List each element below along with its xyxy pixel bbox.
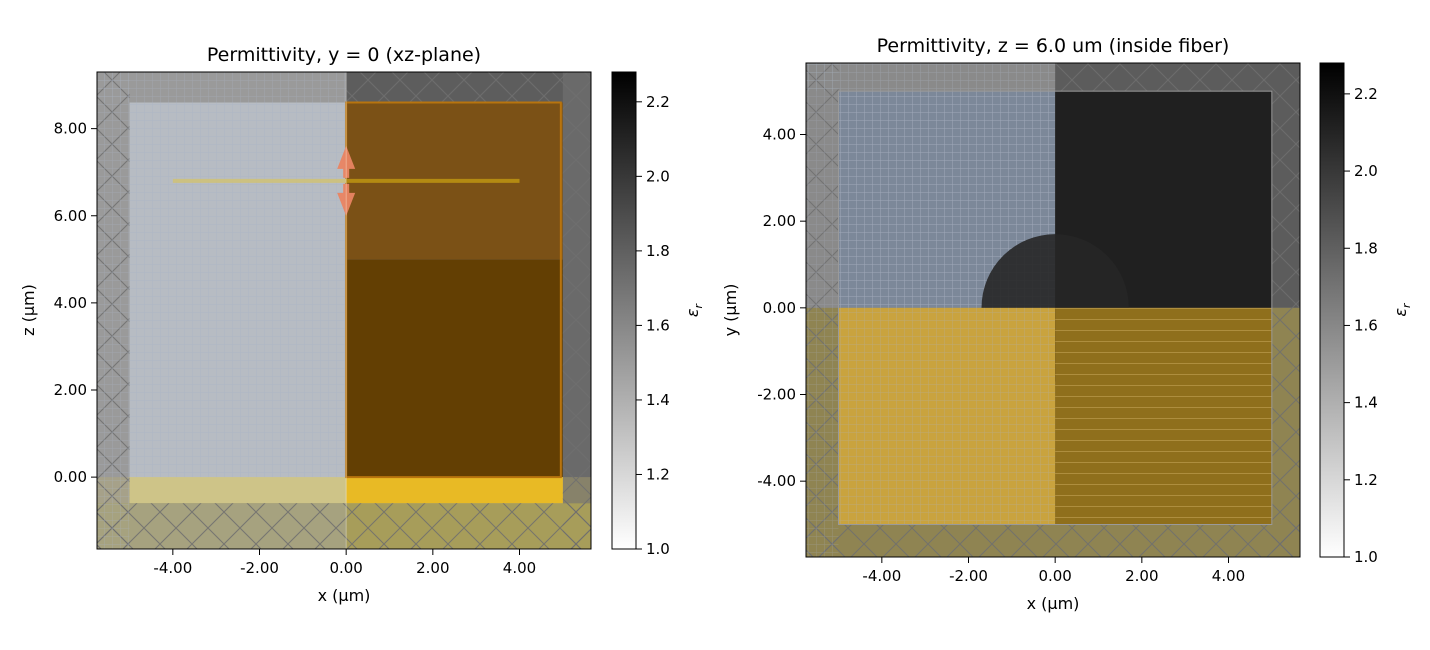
mesh-grid (129, 102, 347, 504)
x-tick-label: -2.00 (949, 567, 988, 585)
mesh-lines (1055, 307, 1272, 525)
x-tick-label: 2.00 (416, 559, 449, 577)
mesh-grid (838, 307, 1056, 525)
colorbar-tick-label: 1.0 (1354, 548, 1378, 566)
fiber-core-region (346, 259, 563, 478)
colorbar-tick-label: 1.4 (646, 391, 670, 409)
x-tick-label: 4.00 (1212, 567, 1245, 585)
pml-hatch (97, 503, 591, 549)
mesh-grid (806, 63, 1056, 92)
colorbar: 1.0 1.2 1.4 1.6 1.8 2.0 2.2 εr (1319, 62, 1413, 566)
substrate-region (129, 477, 347, 504)
colorbar-tick-label: 1.4 (1354, 394, 1378, 412)
fiber-region (1055, 91, 1272, 308)
x-axis-label: x (μm) (318, 586, 371, 605)
y-tick-label: 6.00 (54, 207, 87, 225)
y-tick-label: 0.00 (763, 299, 796, 317)
y-tick-label: 2.00 (54, 381, 87, 399)
fiber-outline (345, 101, 562, 479)
source-arrow-down (337, 183, 356, 216)
colorbar-tick-label: 1.8 (1354, 239, 1378, 257)
panel-xy-plane: Permittivity, z = 6.0 um (inside fiber) … (721, 35, 1413, 613)
y-tick-label: -2.00 (757, 386, 796, 404)
y-tick-label: -4.00 (757, 472, 796, 490)
y-tick-label: 4.00 (763, 126, 796, 144)
colorbar-tick-label: 1.6 (646, 316, 670, 334)
x-tick-label: -2.00 (240, 559, 279, 577)
pml-hatch (1055, 63, 1272, 92)
colorbar-tick-label: 1.8 (646, 242, 670, 260)
pml-hatch (346, 72, 591, 103)
colorbar-gradient (611, 71, 637, 550)
colorbar-tick-label: 1.0 (646, 540, 670, 558)
colorbar-label: εr (1391, 302, 1413, 317)
axes-frame (805, 62, 1301, 558)
substrate-region (346, 477, 563, 504)
x-tick-label: 0.00 (1038, 567, 1071, 585)
chart-title: Permittivity, z = 6.0 um (inside fiber) (877, 35, 1230, 57)
x-tick-label: 2.00 (1125, 567, 1158, 585)
colorbar-tick-label: 2.0 (1354, 162, 1378, 180)
colorbar-tick-label: 1.6 (1354, 316, 1378, 334)
colorbar-tick-label: 2.0 (646, 167, 670, 185)
mesh-grid (97, 72, 347, 103)
x-tick-label: -4.00 (153, 559, 192, 577)
y-tick-label: 0.00 (54, 468, 87, 486)
pml-hatch (1271, 63, 1300, 557)
colorbar-tick-label: 1.2 (646, 465, 670, 483)
axes: -4.00 -2.00 0.00 2.00 4.00 -4.00 -2.00 0.00 2.00… (757, 62, 1301, 585)
plot-area (97, 72, 591, 549)
colorbar-tick-label: 2.2 (646, 93, 670, 111)
colorbar-gradient (1319, 62, 1345, 558)
colorbar-label: εr (683, 302, 705, 317)
x-tick-label: 4.00 (503, 559, 536, 577)
axes-frame (96, 71, 592, 550)
colorbar: 1.0 1.2 1.4 1.6 1.8 2.0 2.2 εr (611, 71, 705, 558)
pml-region (97, 477, 591, 504)
chart-title: Permittivity, y = 0 (xz-plane) (207, 44, 481, 66)
y-tick-label: 8.00 (54, 120, 87, 138)
y-axis-label: y (μm) (721, 284, 740, 337)
y-tick-label: 2.00 (763, 212, 796, 230)
simulation-box (838, 90, 1273, 526)
source-arrow-up (337, 145, 356, 178)
colorbar-tick-label: 1.2 (1354, 471, 1378, 489)
x-tick-label: -4.00 (862, 567, 901, 585)
axes: -4.00 -2.00 0.00 2.00 4.00 0.00 2.00 4.00 6.00 8.… (54, 71, 592, 577)
panel-xz-plane: Permittivity, y = 0 (xz-plane) -4.00 -2.0… (19, 44, 705, 605)
x-axis-label: x (μm) (1027, 594, 1080, 613)
y-axis-label: z (μm) (19, 284, 38, 336)
x-tick-label: 0.00 (329, 559, 362, 577)
pml-hatch (806, 524, 1300, 557)
pml-hatch (562, 72, 591, 549)
mesh-grid (97, 72, 130, 549)
y-tick-label: 4.00 (54, 294, 87, 312)
mesh-grid (806, 63, 839, 557)
plot-area (806, 63, 1300, 557)
colorbar-tick-label: 2.2 (1354, 85, 1378, 103)
